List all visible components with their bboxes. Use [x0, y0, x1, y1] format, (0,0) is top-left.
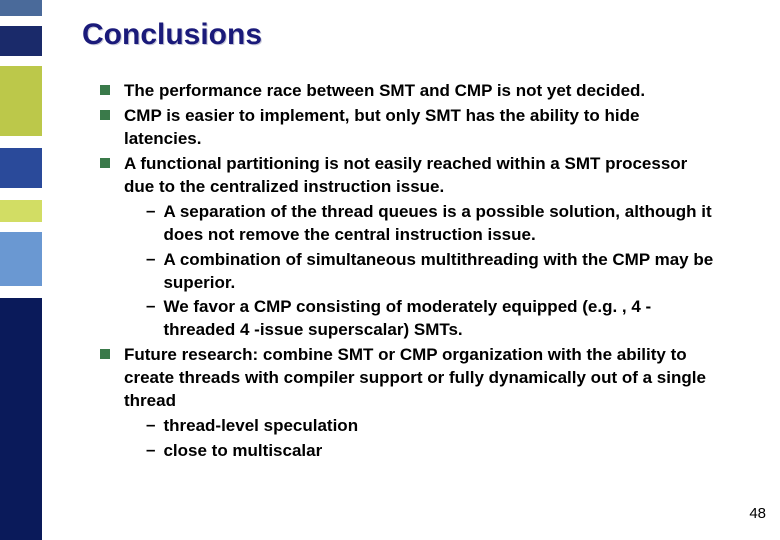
sidebar-stripe: [0, 16, 42, 26]
sidebar-stripe: [0, 222, 42, 232]
sidebar-stripe: [0, 286, 42, 298]
bullet-text: The performance race between SMT and CMP…: [124, 80, 645, 103]
slide-title: Conclusions: [82, 18, 262, 52]
bullet-item: The performance race between SMT and CMP…: [100, 80, 720, 103]
square-bullet-icon: [100, 85, 110, 95]
square-bullet-icon: [100, 110, 110, 120]
sidebar-stripe: [0, 26, 42, 56]
sidebar-stripe: [0, 200, 42, 222]
square-bullet-icon: [100, 349, 110, 359]
dash-icon: –: [146, 249, 155, 269]
sub-bullet-item: –thread-level speculation: [146, 415, 720, 438]
sidebar-stripe: [0, 0, 42, 16]
sub-bullet-text: A separation of the thread queues is a p…: [163, 201, 720, 247]
bullet-item: A functional partitioning is not easily …: [100, 153, 720, 199]
sidebar-stripe: [0, 232, 42, 286]
bullet-text: A functional partitioning is not easily …: [124, 153, 720, 199]
bullet-item: Future research: combine SMT or CMP orga…: [100, 344, 720, 413]
dash-icon: –: [146, 201, 155, 221]
dash-icon: –: [146, 415, 155, 435]
sub-bullet-item: –close to multiscalar: [146, 440, 720, 463]
sidebar-stripe: [0, 66, 42, 136]
sidebar-stripe: [0, 298, 42, 540]
dash-icon: –: [146, 296, 155, 316]
sub-bullet-item: –A combination of simultaneous multithre…: [146, 249, 720, 295]
bullet-text: Future research: combine SMT or CMP orga…: [124, 344, 720, 413]
page-number: 48: [749, 505, 766, 522]
slide-content: The performance race between SMT and CMP…: [100, 80, 720, 465]
dash-icon: –: [146, 440, 155, 460]
sub-bullet-text: We favor a CMP consisting of moderately …: [163, 296, 720, 342]
sub-bullet-item: –We favor a CMP consisting of moderately…: [146, 296, 720, 342]
sidebar-stripe: [0, 136, 42, 148]
bullet-item: CMP is easier to implement, but only SMT…: [100, 105, 720, 151]
bullet-text: CMP is easier to implement, but only SMT…: [124, 105, 720, 151]
square-bullet-icon: [100, 158, 110, 168]
decorative-sidebar: [0, 0, 42, 540]
sub-bullet-item: –A separation of the thread queues is a …: [146, 201, 720, 247]
sub-bullet-text: thread-level speculation: [163, 415, 358, 438]
sidebar-stripe: [0, 56, 42, 66]
sub-bullet-text: A combination of simultaneous multithrea…: [163, 249, 720, 295]
sub-bullet-text: close to multiscalar: [163, 440, 322, 463]
sidebar-stripe: [0, 188, 42, 200]
sidebar-stripe: [0, 148, 42, 188]
